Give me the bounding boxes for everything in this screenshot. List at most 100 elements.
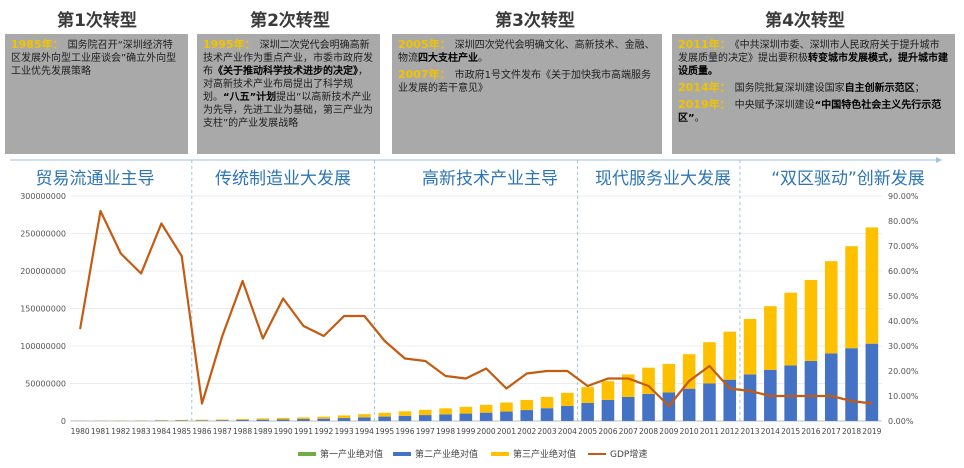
transition-1-paragraph: 1985年： 国务院召开“深圳经济特区发展外向型工业座谈会”确立外向型工业优先发展… — [11, 38, 182, 78]
bar-secondary — [581, 402, 594, 421]
bar-tertiary — [723, 331, 737, 380]
bar-secondary — [358, 417, 371, 421]
body-text: 深圳二次党代会明确高新技术产业作为重点产业，市委市政府发布 — [203, 40, 373, 77]
gdp-growth-point — [180, 255, 183, 257]
gdp-growth-point — [160, 222, 163, 225]
highlight-text: 四大支柱产业 — [418, 53, 478, 64]
bar-secondary — [297, 419, 310, 421]
gdp-growth-point — [546, 370, 548, 372]
bar-tertiary — [804, 279, 818, 361]
legend-secondary-swatch — [393, 451, 411, 456]
legend-gdp-label: GDP增速 — [610, 450, 648, 460]
bar-secondary — [459, 413, 473, 421]
transition-4-title: 第4次转型 — [765, 11, 845, 31]
bar-tertiary — [418, 409, 432, 416]
phase-arrow-head — [936, 157, 942, 163]
bar-secondary — [479, 412, 493, 421]
bar-tertiary — [378, 412, 391, 417]
left-axis-tick-label: 150000000 — [20, 305, 66, 314]
x-axis-tick-label: 1997 — [416, 427, 435, 436]
gdp-growth-point — [566, 370, 569, 372]
x-axis-tick-label: 1985 — [172, 427, 191, 436]
gdp-growth-point — [749, 390, 751, 392]
bar-secondary — [845, 348, 858, 421]
body-text: 《中共深圳市委、深圳市人民政府关于提升城市发展质量的决定》提出要积极 — [678, 40, 940, 64]
gdp-growth-point — [79, 327, 82, 330]
gdp-growth-point — [140, 272, 142, 275]
right-axis-tick-label: 40.00% — [888, 317, 919, 326]
x-axis-tick-label: 2017 — [822, 427, 841, 436]
body-text: 。 — [478, 53, 488, 64]
bar-tertiary — [642, 367, 655, 394]
legend-gdp: GDP增速 — [588, 447, 647, 460]
transition-4-paragraph: 2014年： 国务院批复深圳建设国家自主创新示范区； — [678, 81, 949, 95]
right-axis-tick-label: 0.00% — [888, 417, 914, 426]
gdp-growth-point — [607, 377, 609, 380]
bar-tertiary — [175, 419, 188, 421]
legend-tertiary: 第三产业绝对值 — [491, 447, 576, 460]
bar-secondary — [256, 419, 270, 421]
gdp-growth-point — [383, 340, 386, 342]
gdp-growth-point — [119, 252, 122, 255]
x-axis-tick-label: 2013 — [741, 427, 760, 436]
right-axis-tick-label: 20.00% — [888, 367, 919, 376]
year-label: 2011年： — [678, 38, 731, 51]
bar-secondary — [337, 418, 351, 421]
x-axis-tick-label: 1993 — [335, 427, 354, 436]
body-text: 。 — [694, 113, 705, 124]
bar-secondary — [561, 405, 574, 421]
bar-secondary — [236, 419, 249, 421]
phase-label-services: 现代服务业大发展 — [595, 169, 731, 189]
year-label: 1995年： — [203, 38, 256, 51]
gdp-growth-point — [769, 395, 772, 397]
x-axis-tick-label: 1995 — [375, 427, 394, 436]
year-label: 1985年： — [11, 38, 64, 51]
highlight-text: 自主创新示范区 — [844, 83, 915, 94]
gdp-growth-line — [79, 209, 873, 408]
x-axis-tick-label: 1980 — [71, 427, 90, 436]
legend-primary-swatch — [298, 451, 316, 456]
bar-secondary — [784, 365, 797, 421]
x-axis-tick-label: 2005 — [578, 427, 597, 436]
gdp-growth-point — [728, 387, 731, 390]
transition-4-paragraph: 2019年： 中央赋予深圳建设“中国特色社会主义先行示范区”。 — [678, 98, 949, 125]
left-axis-tick-label: 50000000 — [25, 380, 66, 389]
bar-secondary — [824, 353, 838, 421]
bar-tertiary — [561, 392, 574, 406]
x-axis-tick-label: 2012 — [720, 427, 739, 436]
gdp-growth-point — [424, 360, 427, 362]
gdp-growth-point — [586, 385, 589, 387]
bar-tertiary — [398, 411, 412, 416]
highlight-text: 转变城市发展模式，提升城市建设质量。 — [678, 53, 948, 77]
bar-tertiary — [276, 417, 290, 420]
phase-label-dual-zone: “双区驱动”创新发展 — [771, 169, 925, 189]
highlight-text: 《关于推动科学技术进步的决定》 — [213, 66, 358, 77]
gdp-growth-point — [688, 380, 691, 382]
bar-tertiary — [479, 404, 493, 413]
body-text: 国务院召开“深圳经济特区发展外向型工业座谈会”确立外向型工业优先发展策略 — [11, 40, 177, 77]
x-axis-tick-label: 2019 — [862, 427, 881, 436]
x-axis-tick-label: 2006 — [598, 427, 617, 436]
x-axis-tick-label: 1999 — [456, 427, 475, 436]
x-axis-tick-label: 2009 — [659, 427, 678, 436]
transition-3-paragraph: 2005年： 深圳四次党代会明确文化、高新技术、金融、物流四大支柱产业。 — [398, 38, 656, 65]
legend-tertiary-swatch — [491, 451, 509, 456]
gdp-growth-point — [282, 297, 285, 300]
transition-1-box: 1985年： 国务院召开“深圳经济特区发展外向型工业座谈会”确立外向型工业优先发展… — [5, 34, 188, 154]
highlight-text: “八五”计划 — [223, 92, 277, 103]
year-label: 2019年： — [678, 98, 731, 111]
gdp-growth-point — [201, 402, 203, 405]
gdp-growth-point — [221, 335, 224, 337]
bar-tertiary — [682, 354, 696, 389]
x-axis-tick-label: 1994 — [355, 427, 374, 436]
bar-tertiary — [256, 418, 270, 420]
x-axis-tick-label: 1986 — [192, 427, 211, 436]
phase-label-manufacturing: 传统制造业大发展 — [215, 169, 351, 189]
legend-primary: 第一产业绝对值 — [298, 447, 383, 460]
gdp-growth-point — [810, 395, 812, 397]
bar-tertiary — [500, 402, 513, 412]
bar-tertiary — [784, 292, 797, 366]
x-axis-tick-label: 2014 — [761, 427, 780, 436]
gdp-growth-point — [322, 335, 325, 337]
